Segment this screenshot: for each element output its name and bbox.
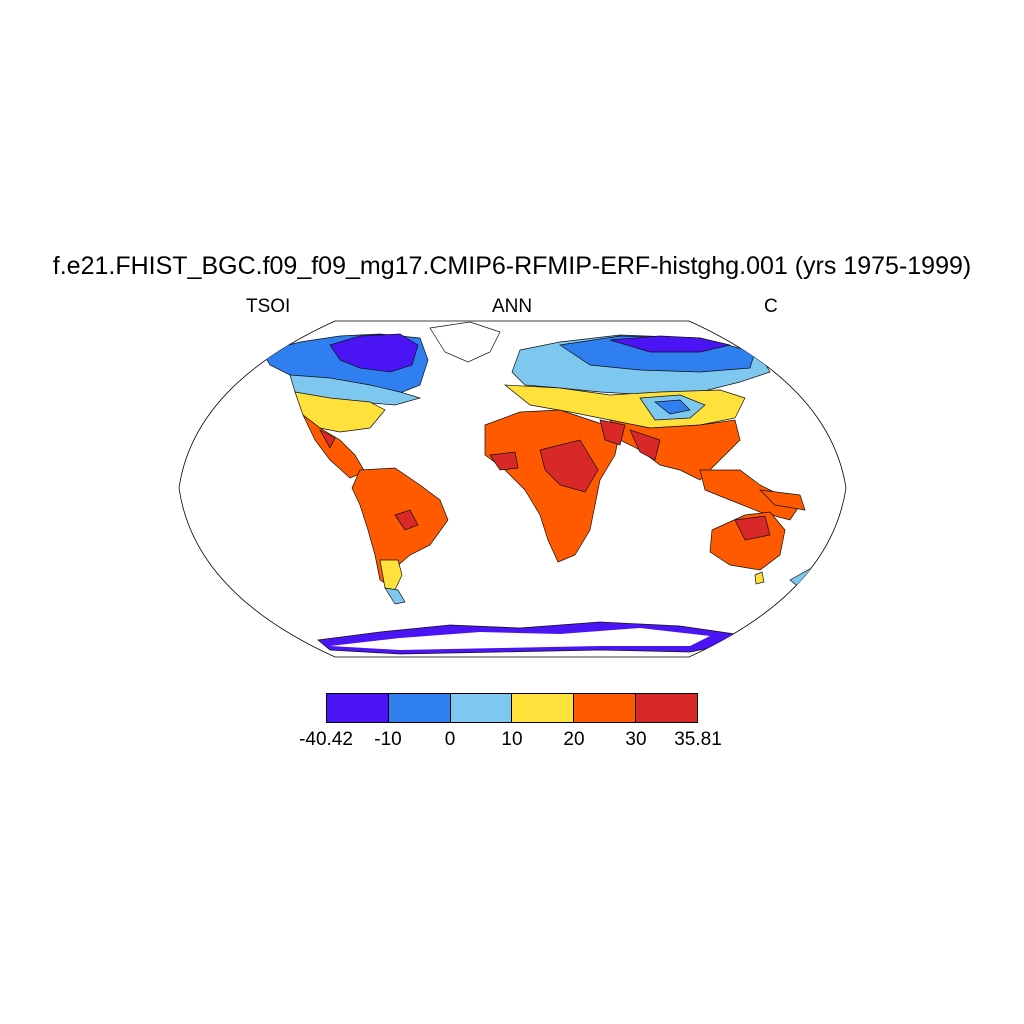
colorbar-swatch-5 (574, 694, 637, 722)
season-label: ANN (491, 296, 533, 317)
variable-label: TSOI (246, 296, 291, 317)
colorbar-tick-label: -10 (374, 729, 402, 750)
south-america-region (351, 467, 449, 605)
north-america-region (261, 333, 429, 479)
units-label: C (764, 296, 778, 317)
colorbar-swatch-3 (450, 694, 513, 722)
colorbar-swatch-4 (512, 694, 575, 722)
colorbar-tick-label: 35.81 (674, 729, 722, 750)
colorbar-tick-label: -40.42 (299, 729, 353, 750)
eurasia-region (503, 334, 801, 521)
colorbar-tick-label: 0 (444, 729, 456, 750)
colorbar-tick-label: 30 (625, 729, 647, 750)
colorbar-tick-label: 20 (563, 729, 585, 750)
colorbar-tick-label: 10 (501, 729, 523, 750)
greenland-region (429, 321, 501, 363)
plot-title: f.e21.FHIST_BGC.f09_f09_mg17.CMIP6-RFMIP… (52, 252, 972, 280)
colorbar (326, 693, 698, 723)
colorbar-swatch-2 (388, 694, 451, 722)
colorbar-swatch-6 (636, 694, 697, 722)
colorbar-swatch-1 (327, 694, 389, 722)
africa-region (484, 409, 626, 563)
antarctica-interior (330, 628, 710, 650)
